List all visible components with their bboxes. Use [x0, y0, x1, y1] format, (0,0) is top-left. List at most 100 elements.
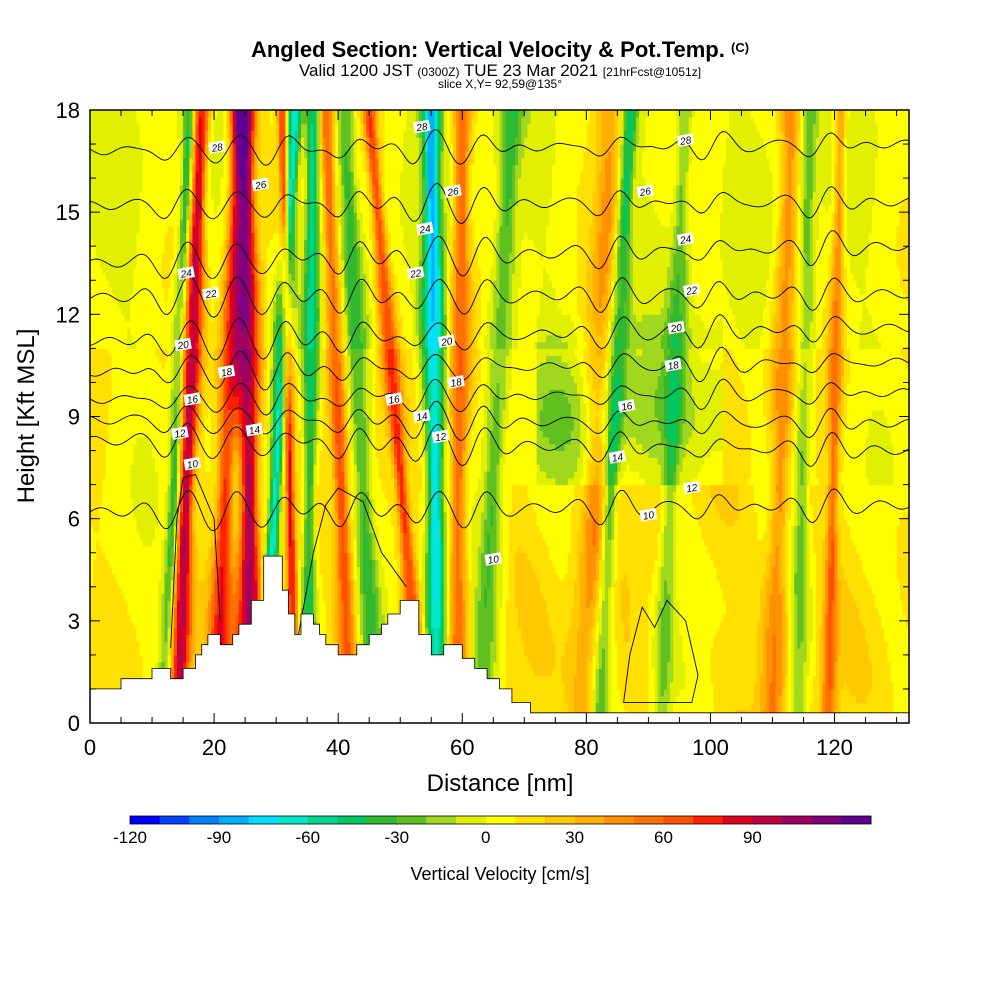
velocity-cell [186, 184, 190, 193]
velocity-cell [220, 518, 224, 527]
velocity-cell [211, 362, 215, 370]
velocity-cell [223, 198, 228, 206]
velocity-cell [108, 436, 113, 445]
velocity-cell [229, 586, 234, 595]
velocity-cell [204, 171, 209, 179]
velocity-cell [183, 661, 187, 670]
velocity-cell [148, 144, 153, 152]
velocity-cell [198, 586, 203, 595]
velocity-cell [152, 246, 156, 254]
velocity-cell [142, 471, 147, 479]
velocity-cell [167, 505, 172, 513]
velocity-cell [108, 368, 113, 377]
velocity-cell [130, 539, 134, 547]
velocity-cell [148, 566, 153, 574]
velocity-cell [121, 484, 125, 492]
velocity-cell [130, 307, 134, 315]
velocity-cell [105, 552, 110, 561]
velocity-cell [226, 443, 231, 452]
velocity-cell [93, 212, 97, 220]
velocity-cell [214, 484, 218, 492]
velocity-cell [105, 607, 110, 615]
velocity-cell [173, 484, 178, 492]
velocity-cell [164, 457, 169, 465]
velocity-cell [117, 648, 122, 656]
velocity-cell [124, 654, 128, 663]
velocity-cell [102, 654, 107, 663]
velocity-cell [145, 246, 150, 254]
velocity-cell [211, 178, 215, 186]
velocity-cell [167, 212, 172, 220]
velocity-cell [235, 328, 240, 336]
velocity-cell [173, 287, 178, 295]
velocity-cell [114, 293, 119, 302]
velocity-cell [117, 580, 122, 588]
velocity-cell [108, 287, 113, 295]
velocity-cell [142, 184, 147, 193]
velocity-cell [130, 232, 134, 240]
velocity-cell [111, 511, 116, 520]
velocity-cell [96, 573, 100, 581]
velocity-cell [217, 430, 221, 438]
velocity-cell [90, 505, 94, 513]
velocity-cell [145, 130, 150, 138]
velocity-cell [180, 280, 184, 288]
velocity-cell [102, 620, 107, 629]
velocity-cell [242, 321, 246, 329]
velocity-cell [180, 130, 184, 138]
velocity-cell [105, 219, 110, 227]
velocity-cell [207, 511, 212, 520]
velocity-cell [124, 471, 128, 479]
velocity-cell [136, 341, 141, 349]
velocity-cell [238, 511, 243, 520]
velocity-cell [226, 477, 231, 486]
velocity-cell [108, 144, 113, 152]
velocity-cell [211, 130, 215, 138]
velocity-cell [170, 450, 175, 458]
velocity-cell [211, 423, 215, 431]
velocity-cell [176, 552, 181, 561]
velocity-cell [223, 362, 228, 370]
velocity-cell [235, 511, 240, 520]
velocity-cell [226, 246, 231, 254]
velocity-cell [124, 116, 128, 125]
velocity-cell [148, 246, 153, 254]
velocity-cell [173, 402, 178, 411]
velocity-cell [121, 191, 125, 200]
velocity-cell [164, 450, 169, 458]
velocity-cell [220, 110, 224, 118]
velocity-cell [229, 287, 234, 295]
velocity-cell [214, 225, 218, 234]
velocity-cell [192, 409, 197, 418]
velocity-cell [238, 116, 243, 125]
velocity-cell [226, 518, 231, 527]
velocity-cell [111, 150, 116, 159]
velocity-cell [167, 239, 172, 247]
velocity-cell [145, 219, 150, 227]
velocity-cell [189, 634, 193, 642]
velocity-cell [152, 409, 156, 418]
velocity-cell [93, 573, 97, 581]
velocity-cell [158, 382, 162, 390]
velocity-cell [204, 409, 209, 418]
velocity-cell [121, 219, 125, 227]
velocity-cell [195, 225, 200, 234]
velocity-cell [164, 389, 169, 397]
velocity-cell [226, 620, 231, 629]
velocity-cell [114, 491, 119, 499]
velocity-cell [145, 334, 150, 343]
velocity-cell [207, 402, 212, 411]
velocity-cell [155, 539, 159, 547]
velocity-cell [111, 144, 116, 152]
velocity-cell [124, 355, 128, 363]
velocity-cell [226, 178, 231, 186]
velocity-cell [214, 593, 218, 601]
velocity-cell [176, 144, 181, 152]
velocity-cell [167, 641, 172, 649]
velocity-cell [158, 648, 162, 656]
velocity-cell [142, 661, 147, 670]
velocity-cell [176, 375, 181, 383]
velocity-cell [214, 375, 218, 383]
velocity-cell [229, 205, 234, 213]
velocity-cell [235, 130, 240, 138]
